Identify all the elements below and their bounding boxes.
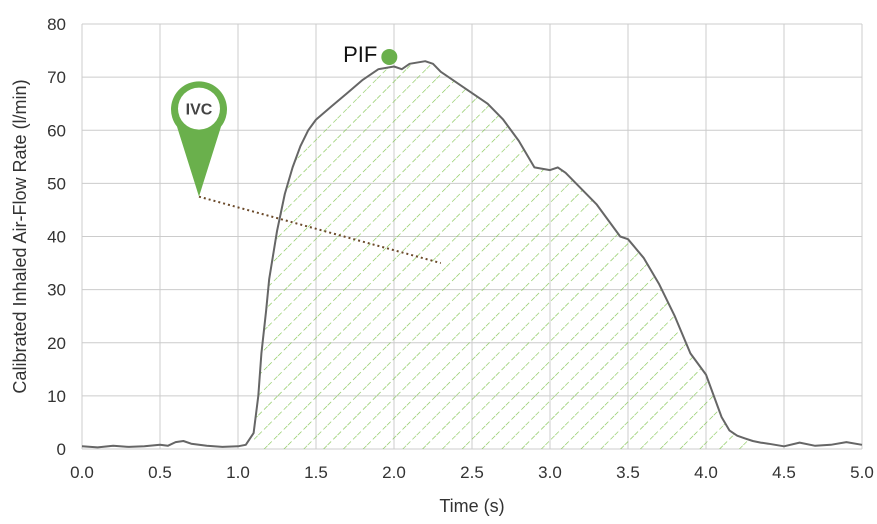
y-tick-label: 20 [47,334,66,353]
area-fill [253,61,753,449]
series-line-layer [81,60,863,449]
y-tick-label: 50 [47,174,66,193]
flow-series-line [81,60,863,449]
x-axis-ticks: 0.0 0.5 1.0 1.5 2.0 2.5 3.0 3.5 4.0 4.5 5.0 [70,463,874,482]
x-tick-label: 2.0 [382,463,406,482]
y-tick-label: 10 [47,387,66,406]
x-tick-label: 0.5 [148,463,172,482]
y-tick-label: 40 [47,228,66,247]
pif-marker [381,48,398,65]
x-tick-label: 0.0 [70,463,94,482]
y-tick-label: 70 [47,68,66,87]
y-axis-ticks: 0 10 20 30 40 50 60 70 80 [47,15,66,459]
x-tick-label: 4.0 [694,463,718,482]
x-tick-label: 3.0 [538,463,562,482]
hatched-area [253,61,753,449]
ivc-pin-inner [178,87,220,130]
y-tick-label: 60 [47,121,66,140]
ivc-label: IVC [186,102,213,119]
x-tick-label: 2.5 [460,463,484,482]
pif-label: PIF [343,42,377,67]
x-tick-label: 5.0 [850,463,874,482]
y-axis-label: Calibrated Inhaled Air-Flow Rate (l/min) [10,79,30,393]
x-tick-label: 1.5 [304,463,328,482]
ivc-leader-line [198,195,442,265]
annotations: PIF IVC [171,42,442,265]
x-tick-label: 4.5 [772,463,796,482]
x-tick-label: 1.0 [226,463,250,482]
y-tick-label: 80 [47,15,66,34]
y-tick-label: 30 [47,281,66,300]
x-axis-label: Time (s) [439,496,504,516]
x-tick-label: 3.5 [616,463,640,482]
y-tick-label: 0 [57,440,66,459]
